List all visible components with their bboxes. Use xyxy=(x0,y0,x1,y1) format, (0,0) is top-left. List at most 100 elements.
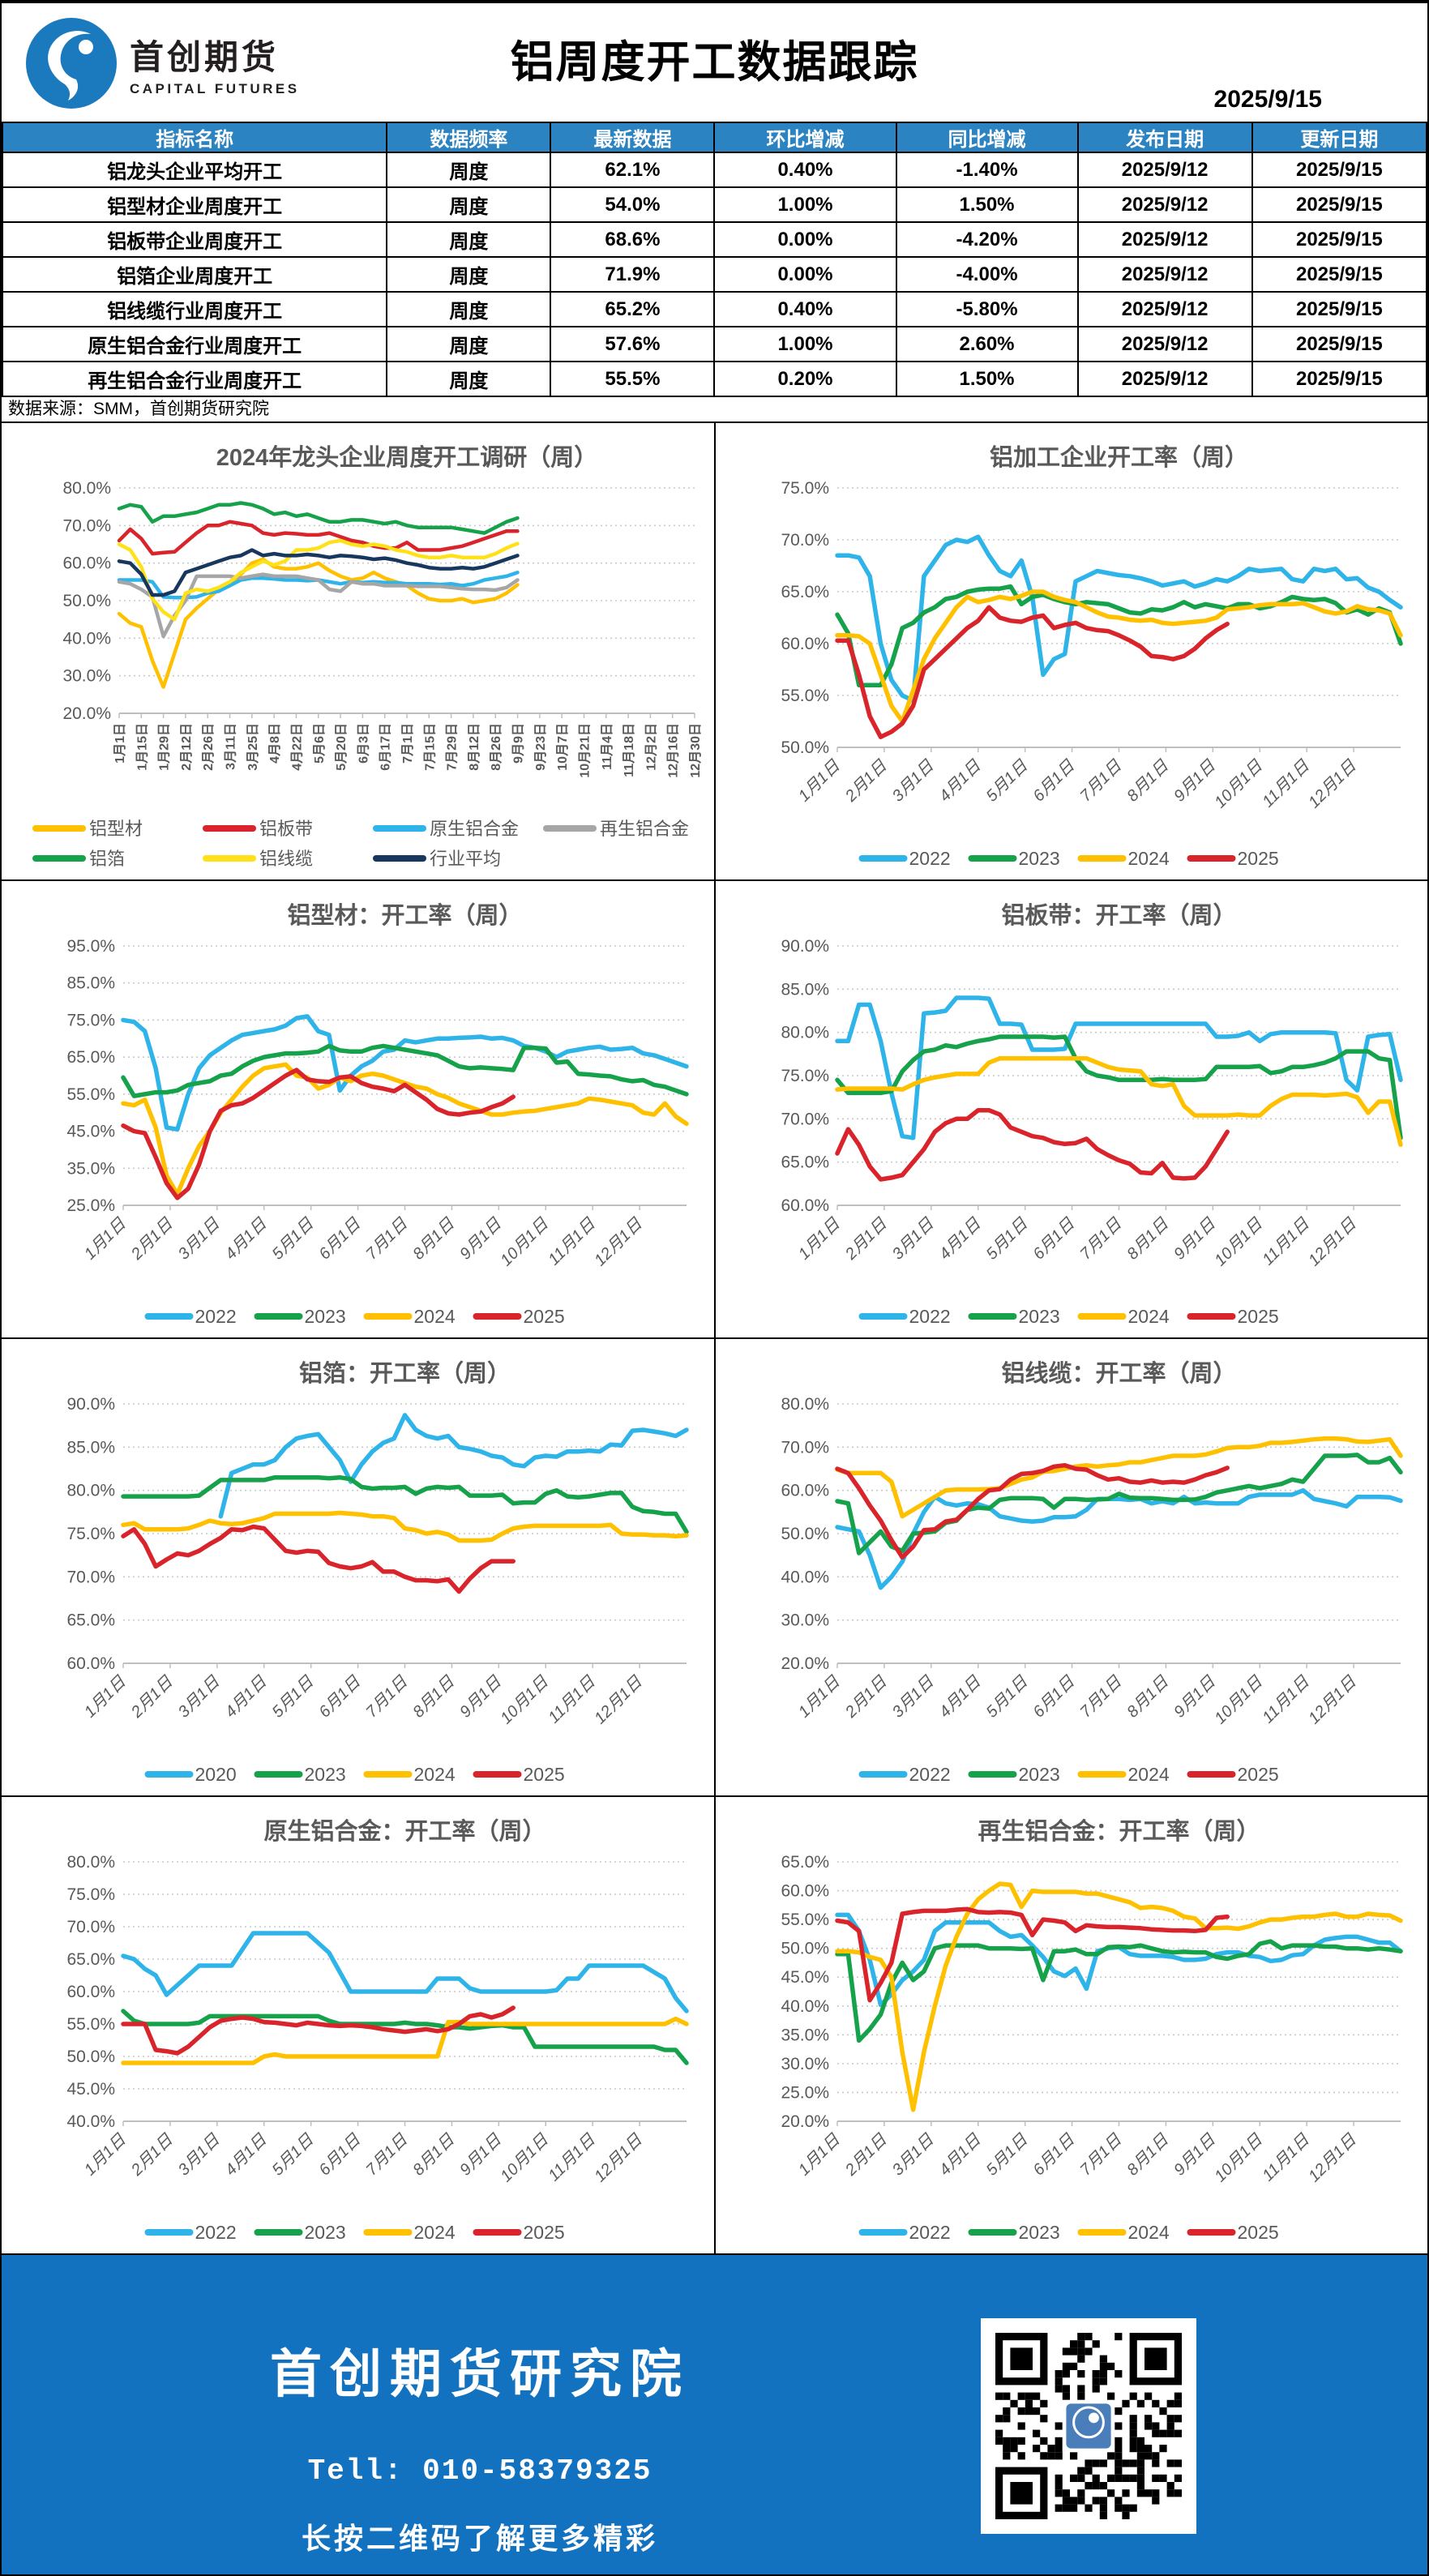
svg-text:6月1日: 6月1日 xyxy=(1030,756,1079,805)
table-cell: 周度 xyxy=(386,361,552,397)
svg-text:80.0%: 80.0% xyxy=(66,1482,115,1500)
svg-text:10月1日: 10月1日 xyxy=(1211,756,1266,811)
svg-text:70.0%: 70.0% xyxy=(781,531,829,550)
svg-text:原生铝合金：开工率（周）: 原生铝合金：开工率（周） xyxy=(263,1817,546,1845)
svg-text:65.0%: 65.0% xyxy=(66,1048,115,1067)
svg-text:35.0%: 35.0% xyxy=(781,2026,829,2044)
table-cell: 铝板带企业周度开工 xyxy=(2,221,388,258)
table-cell: 68.6% xyxy=(550,221,716,258)
svg-text:6月3日: 6月3日 xyxy=(356,723,370,764)
chart-cell-6: 铝线缆：开工率（周） 20.0% 30.0% 40.0% 50.0% 60.0% 70.0%… xyxy=(716,1339,1427,1797)
chart-cell-5: 铝箔：开工率（周） 60.0% 65.0% 70.0% 75.0% 80.0% 85.0% 9… xyxy=(2,1339,716,1797)
table-cell: 2025/9/12 xyxy=(1076,326,1253,362)
table-header-cell: 发布日期 xyxy=(1076,122,1253,153)
table-cell: 2025/9/15 xyxy=(1251,291,1427,327)
svg-text:9月9日: 9月9日 xyxy=(511,723,526,764)
svg-text:4月1日: 4月1日 xyxy=(222,1672,271,1721)
chart-cell-7: 原生铝合金：开工率（周） 40.0% 45.0% 50.0% 55.0% 60.0% 65.… xyxy=(2,1797,716,2255)
table-cell: 71.9% xyxy=(550,256,716,293)
svg-text:2月1日: 2月1日 xyxy=(841,1672,891,1722)
svg-text:12月1日: 12月1日 xyxy=(591,1672,646,1727)
svg-text:25.0%: 25.0% xyxy=(781,2083,829,2102)
svg-text:7月1日: 7月1日 xyxy=(362,2130,411,2179)
svg-text:60.0%: 60.0% xyxy=(781,635,829,653)
table-cell: 2025/9/15 xyxy=(1251,256,1427,293)
svg-text:铝型材: 铝型材 xyxy=(89,819,143,839)
svg-text:再生铝合金: 再生铝合金 xyxy=(600,819,689,839)
svg-text:1月1日: 1月1日 xyxy=(81,1214,130,1263)
svg-text:11月1日: 11月1日 xyxy=(1259,1214,1313,1269)
company-logo-icon xyxy=(26,18,117,109)
svg-text:12月2日: 12月2日 xyxy=(644,723,658,771)
svg-text:1月1日: 1月1日 xyxy=(795,756,844,805)
table-cell: 周度 xyxy=(386,221,552,258)
svg-text:40.0%: 40.0% xyxy=(66,2112,115,2131)
svg-text:2024: 2024 xyxy=(1128,1306,1170,1327)
svg-text:4月1日: 4月1日 xyxy=(936,1214,985,1263)
svg-text:75.0%: 75.0% xyxy=(781,479,829,498)
svg-text:2月1日: 2月1日 xyxy=(841,2130,891,2180)
svg-text:2023: 2023 xyxy=(1019,2222,1060,2243)
charts-grid: 2024年龙头企业周度开工调研（周） 20.0% 30.0% 40.0% 50.0% 60… xyxy=(2,423,1427,2255)
table-cell: 2025/9/12 xyxy=(1076,186,1253,223)
table-cell: -1.40% xyxy=(895,152,1079,188)
svg-text:6月1日: 6月1日 xyxy=(1030,2130,1079,2179)
table-cell: 铝型材企业周度开工 xyxy=(2,186,388,223)
svg-text:2024: 2024 xyxy=(414,1306,456,1327)
svg-text:8月1日: 8月1日 xyxy=(1123,1672,1172,1721)
svg-text:10月1日: 10月1日 xyxy=(1211,1672,1266,1727)
svg-text:铝箔: 铝箔 xyxy=(89,849,125,869)
svg-text:7月29日: 7月29日 xyxy=(445,723,460,771)
svg-text:6月1日: 6月1日 xyxy=(316,2130,365,2179)
indicator-table-head: 指标名称 数据频率 最新数据 环比增减 同比增减 发布日期 更新日期 xyxy=(2,122,1427,153)
svg-text:4月1日: 4月1日 xyxy=(222,1214,271,1263)
chart-cell-1: 2024年龙头企业周度开工调研（周） 20.0% 30.0% 40.0% 50.0% 60… xyxy=(2,423,716,881)
svg-text:11月1日: 11月1日 xyxy=(1259,1672,1313,1727)
data-source-note: 数据来源：SMM，首创期货研究院 xyxy=(2,397,1427,423)
svg-text:3月25日: 3月25日 xyxy=(246,723,260,771)
svg-text:60.0%: 60.0% xyxy=(781,1482,829,1500)
table-row: 铝箔企业周度开工 周度 71.9% 0.00% -4.00% 2025/9/12 2025/… xyxy=(2,256,1427,293)
svg-text:5月1日: 5月1日 xyxy=(269,1214,318,1263)
chart-primary-alloy: 原生铝合金：开工率（周） 40.0% 45.0% 50.0% 55.0% 60.0% 65.… xyxy=(66,1817,689,2243)
table-cell: 0.40% xyxy=(713,152,897,188)
svg-text:3月1日: 3月1日 xyxy=(889,756,938,805)
svg-text:1月1日: 1月1日 xyxy=(795,1672,844,1721)
svg-text:8月1日: 8月1日 xyxy=(1123,1214,1172,1263)
svg-text:2022: 2022 xyxy=(909,1764,951,1785)
svg-text:20.0%: 20.0% xyxy=(62,704,111,723)
svg-text:55.0%: 55.0% xyxy=(781,687,829,705)
svg-text:5月1日: 5月1日 xyxy=(983,2130,1032,2179)
table-cell: 周度 xyxy=(386,152,552,188)
svg-text:40.0%: 40.0% xyxy=(781,1568,829,1586)
svg-text:2023: 2023 xyxy=(305,1764,346,1785)
svg-text:5月20日: 5月20日 xyxy=(334,723,349,771)
svg-text:30.0%: 30.0% xyxy=(781,2055,829,2073)
svg-text:2022: 2022 xyxy=(195,2222,237,2243)
footer-text-block: 首创期货研究院 Tell: 010-58379325 长按二维码了解更多精彩 xyxy=(2,2255,958,2574)
table-row: 铝板带企业周度开工 周度 68.6% 0.00% -4.20% 2025/9/12 2025… xyxy=(2,221,1427,258)
svg-text:2025: 2025 xyxy=(1238,848,1279,869)
svg-text:2月26日: 2月26日 xyxy=(201,723,216,771)
table-row: 铝型材企业周度开工 周度 54.0% 1.00% 1.50% 2025/9/12 2025/… xyxy=(2,186,1427,223)
svg-text:5月1日: 5月1日 xyxy=(983,1672,1032,1721)
svg-text:85.0%: 85.0% xyxy=(781,980,829,999)
chart-processing: 铝加工企业开工率（周） 50.0% 55.0% 60.0% 65.0% 70.0% 75.0… xyxy=(781,443,1403,869)
svg-text:12月1日: 12月1日 xyxy=(1305,1672,1360,1727)
svg-text:11月1日: 11月1日 xyxy=(1259,2130,1313,2184)
table-header-cell: 指标名称 xyxy=(2,122,388,153)
svg-text:6月1日: 6月1日 xyxy=(316,1672,365,1721)
svg-text:11月1日: 11月1日 xyxy=(545,2130,599,2184)
svg-text:20.0%: 20.0% xyxy=(781,1654,829,1673)
svg-text:7月1日: 7月1日 xyxy=(1076,2130,1125,2179)
company-logo: 首创期货 CAPITAL FUTURES xyxy=(24,16,300,110)
svg-text:6月1日: 6月1日 xyxy=(1030,1214,1079,1263)
company-name-cn: 首创期货 xyxy=(130,37,280,76)
footer-qr-tip: 长按二维码了解更多精彩 xyxy=(301,2522,658,2555)
table-cell: 2.60% xyxy=(895,326,1079,362)
svg-text:80.0%: 80.0% xyxy=(781,1395,829,1414)
table-header-cell: 更新日期 xyxy=(1251,122,1427,153)
svg-text:6月17日: 6月17日 xyxy=(379,723,393,771)
svg-text:2023: 2023 xyxy=(305,2222,346,2243)
